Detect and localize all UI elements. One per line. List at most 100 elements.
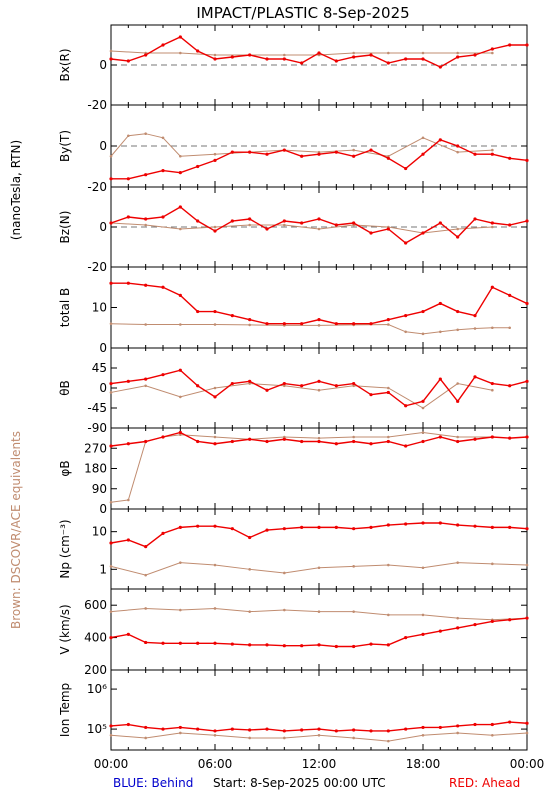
data-point (283, 571, 286, 575)
data-point (386, 643, 390, 647)
data-point (508, 384, 512, 388)
data-point (334, 525, 338, 529)
series-line (110, 369, 528, 407)
data-point (352, 565, 355, 568)
data-point (525, 158, 529, 162)
footer-behind: BLUE: Behind (113, 776, 193, 790)
data-point (525, 721, 529, 725)
data-point (230, 314, 234, 318)
data-point (161, 531, 165, 535)
data-point (283, 53, 286, 57)
data-point (456, 731, 459, 735)
data-point (421, 566, 425, 570)
data-point (126, 379, 130, 383)
data-point (265, 439, 269, 444)
footer-start: Start: 8-Sep-2025 00:00 UTC (213, 776, 386, 790)
data-point (317, 217, 321, 221)
data-point (213, 158, 217, 162)
data-point (282, 57, 286, 61)
data-point (317, 227, 321, 231)
series-dscovr-ace (109, 382, 494, 410)
data-point (230, 642, 234, 646)
data-point (282, 729, 286, 733)
x-tick-labels: 00:00 06:00 12:00 18:00 00:00 (94, 757, 545, 771)
data-point (161, 215, 165, 219)
data-point (473, 375, 477, 379)
data-point (196, 49, 200, 53)
data-point (456, 616, 459, 620)
series-ahead (109, 521, 529, 549)
y-tick-label: 10⁵ (87, 722, 107, 736)
data-point (369, 231, 373, 235)
series-line (110, 206, 528, 244)
data-point (456, 309, 460, 314)
data-point (317, 436, 321, 440)
data-point (282, 437, 286, 441)
data-point (265, 152, 269, 156)
data-point (352, 384, 355, 388)
y-tick-label: 200 (84, 663, 107, 677)
data-point (161, 641, 165, 645)
data-point (126, 281, 130, 285)
data-point (300, 525, 304, 529)
data-point (109, 610, 113, 613)
data-point (109, 565, 113, 568)
data-point (404, 57, 408, 61)
data-point (456, 235, 460, 239)
data-point (352, 439, 356, 444)
data-point (213, 733, 217, 737)
data-point (178, 641, 182, 645)
data-point (126, 538, 130, 542)
data-point (109, 444, 113, 448)
data-point (421, 733, 425, 737)
data-point (369, 642, 373, 646)
data-point (144, 573, 147, 577)
panel-bx-r: 0 -20 Bx(R) (58, 24, 529, 112)
data-point (352, 154, 356, 158)
data-point (248, 643, 252, 647)
data-point (109, 381, 113, 386)
x-tick-label: 00:00 (94, 757, 129, 771)
data-point (178, 293, 182, 297)
data-point (144, 545, 148, 549)
data-point (196, 524, 200, 528)
data-point (179, 433, 182, 437)
data-point (283, 435, 286, 439)
units-label: (nanoTesla, RTN) (9, 140, 23, 240)
data-point (352, 51, 355, 55)
data-point (248, 535, 252, 540)
data-point (491, 562, 494, 566)
data-point (248, 217, 252, 221)
y-axis-label: Bx(R) (58, 48, 72, 81)
data-point (421, 399, 425, 403)
data-point (352, 322, 356, 326)
data-point (352, 644, 356, 649)
data-point (144, 132, 147, 135)
data-point (179, 395, 182, 399)
data-point (109, 636, 113, 640)
data-point (456, 439, 460, 444)
data-point (300, 221, 304, 225)
x-tick-label: 06:00 (198, 757, 233, 771)
data-point (352, 610, 355, 613)
data-point (144, 223, 147, 227)
data-point (179, 154, 182, 158)
panel-frame (110, 508, 528, 590)
data-point (456, 55, 460, 59)
data-point (404, 727, 408, 731)
data-point (317, 643, 321, 647)
panel-frame (110, 266, 528, 349)
data-point (109, 49, 113, 53)
y-tick-label: 0 (99, 502, 107, 516)
data-point (421, 431, 425, 434)
data-point (439, 330, 442, 334)
data-point (491, 51, 494, 55)
panel-b: 270 180 90 0 φB (58, 427, 529, 516)
panel-by-t: 0 -20 By(T) (58, 104, 529, 194)
data-point (230, 150, 234, 154)
data-point (525, 527, 529, 531)
data-point (404, 314, 408, 318)
data-point (421, 152, 425, 156)
data-point (178, 430, 182, 435)
